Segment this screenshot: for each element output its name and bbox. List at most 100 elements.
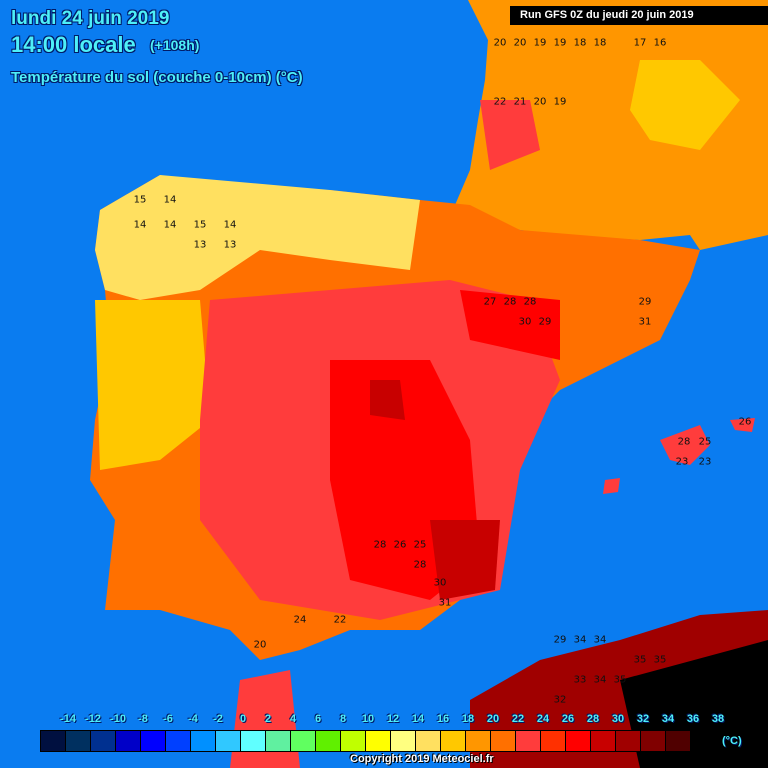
legend-tick-label: 0 — [239, 713, 247, 725]
legend-swatch — [641, 731, 666, 751]
forecast-date: lundi 24 juin 2019 — [11, 8, 170, 29]
mallorca — [660, 425, 710, 465]
legend-tick-label: -12 — [85, 713, 101, 725]
legend-swatch — [316, 731, 341, 751]
legend-swatch — [691, 731, 715, 751]
legend-tick-label: 10 — [361, 713, 375, 725]
legend-tick-label: 2 — [264, 713, 272, 725]
temperature-value: 14 — [223, 219, 237, 231]
temperature-value: 15 — [193, 219, 207, 231]
legend-tick-label: 18 — [461, 713, 475, 725]
temperature-value: 19 — [553, 96, 567, 108]
legend-swatch — [416, 731, 441, 751]
temperature-value: 29 — [638, 296, 652, 308]
legend-tick-label: -2 — [213, 713, 223, 725]
temperature-value: 28 — [413, 559, 427, 571]
temperature-value: 29 — [553, 634, 567, 646]
legend-tick-label: 12 — [386, 713, 400, 725]
legend-swatch — [141, 731, 166, 751]
temperature-value: 28 — [523, 296, 537, 308]
temperature-value: 30 — [518, 316, 532, 328]
temperature-value: 35 — [653, 654, 667, 666]
legend-swatch — [266, 731, 291, 751]
temperature-value: 20 — [533, 96, 547, 108]
temperature-value: 21 — [513, 96, 527, 108]
temperature-value: 28 — [373, 539, 387, 551]
legend-swatch — [366, 731, 391, 751]
legend-swatch — [441, 731, 466, 751]
legend-swatch — [591, 731, 616, 751]
legend-swatch — [241, 731, 266, 751]
forecast-time: 14:00 locale — [11, 32, 136, 57]
temperature-value: 14 — [163, 194, 177, 206]
temperature-value: 26 — [738, 416, 752, 428]
temperature-value: 17 — [633, 37, 647, 49]
color-scale-legend — [40, 730, 716, 752]
legend-tick-label: -14 — [60, 713, 76, 725]
temperature-value: 19 — [553, 37, 567, 49]
temperature-value: 22 — [493, 96, 507, 108]
temperature-value: 18 — [593, 37, 607, 49]
legend-tick-label: 36 — [686, 713, 700, 725]
temperature-value: 29 — [538, 316, 552, 328]
temperature-value: 14 — [133, 219, 147, 231]
temperature-value: 23 — [698, 456, 712, 468]
temperature-value: 15 — [133, 194, 147, 206]
copyright: Copyright 2019 Meteociel.fr — [350, 753, 494, 765]
temperature-value: 13 — [193, 239, 207, 251]
legend-tick-label: -10 — [110, 713, 126, 725]
temperature-value: 20 — [493, 37, 507, 49]
temperature-value: 28 — [677, 436, 691, 448]
temperature-value: 23 — [675, 456, 689, 468]
temperature-value: 20 — [253, 639, 267, 651]
legend-swatch — [491, 731, 516, 751]
temperature-value: 31 — [638, 316, 652, 328]
legend-tick-label: 24 — [536, 713, 550, 725]
temperature-value: 25 — [413, 539, 427, 551]
legend-swatch — [41, 731, 66, 751]
legend-swatch — [291, 731, 316, 751]
legend-swatch — [566, 731, 591, 751]
temperature-value: 33 — [573, 674, 587, 686]
legend-swatch — [516, 731, 541, 751]
legend-tick-label: -4 — [188, 713, 198, 725]
legend-tick-label: 16 — [436, 713, 450, 725]
temperature-value: 35 — [633, 654, 647, 666]
temperature-value: 24 — [293, 614, 307, 626]
legend-swatch — [341, 731, 366, 751]
temperature-value: 28 — [503, 296, 517, 308]
legend-swatch — [466, 731, 491, 751]
legend-tick-label: 20 — [486, 713, 500, 725]
menorca — [730, 418, 755, 432]
legend-unit: (°C) — [722, 735, 742, 747]
legend-swatch — [116, 731, 141, 751]
temperature-value: 14 — [163, 219, 177, 231]
legend-swatch — [391, 731, 416, 751]
legend-swatch — [541, 731, 566, 751]
temperature-value: 20 — [513, 37, 527, 49]
temperature-value: 18 — [573, 37, 587, 49]
temperature-value: 32 — [553, 694, 567, 706]
legend-swatch — [166, 731, 191, 751]
legend-tick-label: 6 — [314, 713, 322, 725]
legend-tick-label: 30 — [611, 713, 625, 725]
legend-tick-label: 14 — [411, 713, 425, 725]
ibiza — [603, 478, 620, 494]
temperature-value: 34 — [573, 634, 587, 646]
temperature-value: 16 — [653, 37, 667, 49]
legend-tick-label: 22 — [511, 713, 525, 725]
legend-tick-label: 8 — [339, 713, 347, 725]
legend-swatch — [616, 731, 641, 751]
temperature-value: 27 — [483, 296, 497, 308]
temperature-value: 35 — [613, 674, 627, 686]
temperature-value: 26 — [393, 539, 407, 551]
legend-tick-label: -6 — [163, 713, 173, 725]
legend-swatch — [191, 731, 216, 751]
run-info-banner: Run GFS 0Z du jeudi 20 juin 2019 — [510, 6, 768, 25]
temperature-value: 34 — [593, 674, 607, 686]
temperature-value: 31 — [438, 597, 452, 609]
temperature-value: 25 — [698, 436, 712, 448]
legend-tick-label: 4 — [289, 713, 297, 725]
temperature-value: 30 — [433, 577, 447, 589]
